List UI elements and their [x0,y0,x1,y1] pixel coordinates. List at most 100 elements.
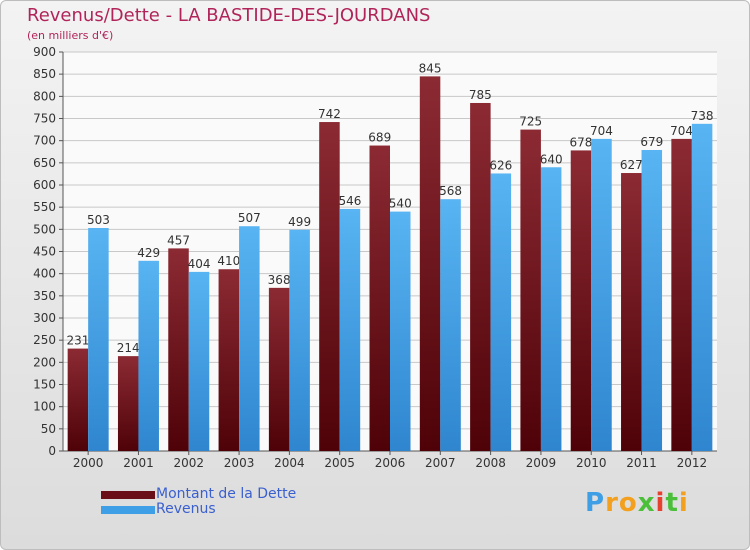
logo-letter: t [665,488,679,518]
bar-revenus [591,138,612,452]
data-label-dette: 742 [318,107,341,121]
y-tick-label: 500 [33,222,56,236]
data-label-dette: 725 [519,115,542,129]
x-tick-label: 2011 [626,456,657,470]
x-tick-label: 2007 [425,456,456,470]
bar-dette [470,102,491,451]
bar-dette [67,348,89,451]
data-label-dette: 678 [570,135,593,149]
logo-letter: i [678,488,689,518]
x-tick-label: 2009 [526,456,557,470]
y-tick-label: 300 [33,311,56,325]
data-label-revenus: 568 [439,184,462,198]
x-tick-label: 2006 [375,456,406,470]
bar-revenus [339,208,361,451]
data-label-revenus: 640 [540,152,563,166]
data-label-dette: 410 [217,254,240,268]
data-label-dette: 368 [268,273,291,287]
data-label-dette: 689 [368,131,391,145]
bar-dette [520,129,541,452]
y-tick-label: 200 [33,355,56,369]
bar-revenus [239,226,260,451]
data-label-revenus: 507 [238,211,261,225]
logo-letter: i [655,488,666,518]
y-tick-label: 0 [48,444,56,458]
data-label-revenus: 499 [288,215,311,229]
y-tick-label: 400 [33,267,56,281]
bar-revenus [490,173,512,451]
data-label-revenus: 546 [338,194,361,208]
x-tick-label: 2012 [677,456,708,470]
data-label-dette: 627 [620,158,643,172]
data-label-revenus: 704 [590,124,613,138]
data-label-dette: 214 [117,341,140,355]
bar-revenus [691,123,713,451]
y-tick-label: 550 [33,200,56,214]
chart-title: Revenus/Dette - LA BASTIDE-DES-JOURDANS [27,5,431,26]
bar-revenus [440,199,461,451]
data-label-revenus: 503 [87,213,110,227]
logo-letter: P [585,488,606,518]
bar-revenus [88,228,109,451]
logo-letter: o [618,488,638,518]
y-tick-label: 250 [33,333,56,347]
bar-dette [168,248,189,451]
x-tick-label: 2000 [73,456,104,470]
x-tick-label: 2003 [224,456,255,470]
bar-revenus [540,167,562,451]
x-tick-label: 2010 [576,456,607,470]
bar-dette [319,122,340,452]
proxiti-logo: Proxiti [585,488,689,518]
data-label-revenus: 626 [489,158,512,172]
bar-revenus [188,271,210,451]
y-tick-label: 450 [33,245,56,259]
y-tick-label: 350 [33,289,56,303]
data-label-dette: 704 [670,124,693,138]
y-tick-label: 700 [33,134,56,148]
bar-dette [369,145,390,451]
data-label-dette: 457 [167,233,190,247]
y-tick-label: 50 [41,422,56,436]
y-tick-label: 100 [33,400,56,414]
y-tick-label: 650 [33,156,56,170]
x-tick-label: 2008 [475,456,506,470]
bar-dette [419,76,441,451]
bar-revenus [138,260,159,451]
y-tick-label: 600 [33,178,56,192]
data-label-revenus: 404 [188,257,211,271]
legend-label-revenus: Revenus [156,501,216,517]
data-label-revenus: 540 [389,197,412,211]
legend-label-dette: Montant de la Dette [156,486,297,502]
bar-dette [671,138,692,452]
bar-dette [268,287,290,451]
legend-swatch-dette [101,491,155,499]
y-tick-label: 850 [33,67,56,81]
data-label-dette: 785 [469,88,492,102]
x-tick-label: 2001 [123,456,154,470]
bar-dette [621,173,642,451]
logo-letter: x [637,488,656,518]
bar-revenus [289,229,310,451]
bar-dette [117,356,139,451]
bar-dette [570,150,592,452]
y-tick-label: 750 [33,112,56,126]
x-tick-label: 2005 [324,456,355,470]
data-label-dette: 845 [419,61,442,75]
chart-subtitle: (en milliers d'€) [27,29,114,42]
data-label-revenus: 738 [691,109,714,123]
y-tick-label: 150 [33,378,56,392]
data-label-revenus: 429 [137,246,160,260]
data-label-revenus: 679 [640,135,663,149]
bar-revenus [641,149,663,451]
x-tick-label: 2002 [173,456,204,470]
y-tick-label: 800 [33,89,56,103]
legend-swatch-revenus [101,506,155,514]
logo-letter: r [605,488,619,518]
x-tick-label: 2004 [274,456,305,470]
bar-dette [218,269,240,451]
data-label-dette: 231 [66,334,89,348]
y-tick-label: 900 [33,45,56,59]
bar-revenus [390,211,411,451]
